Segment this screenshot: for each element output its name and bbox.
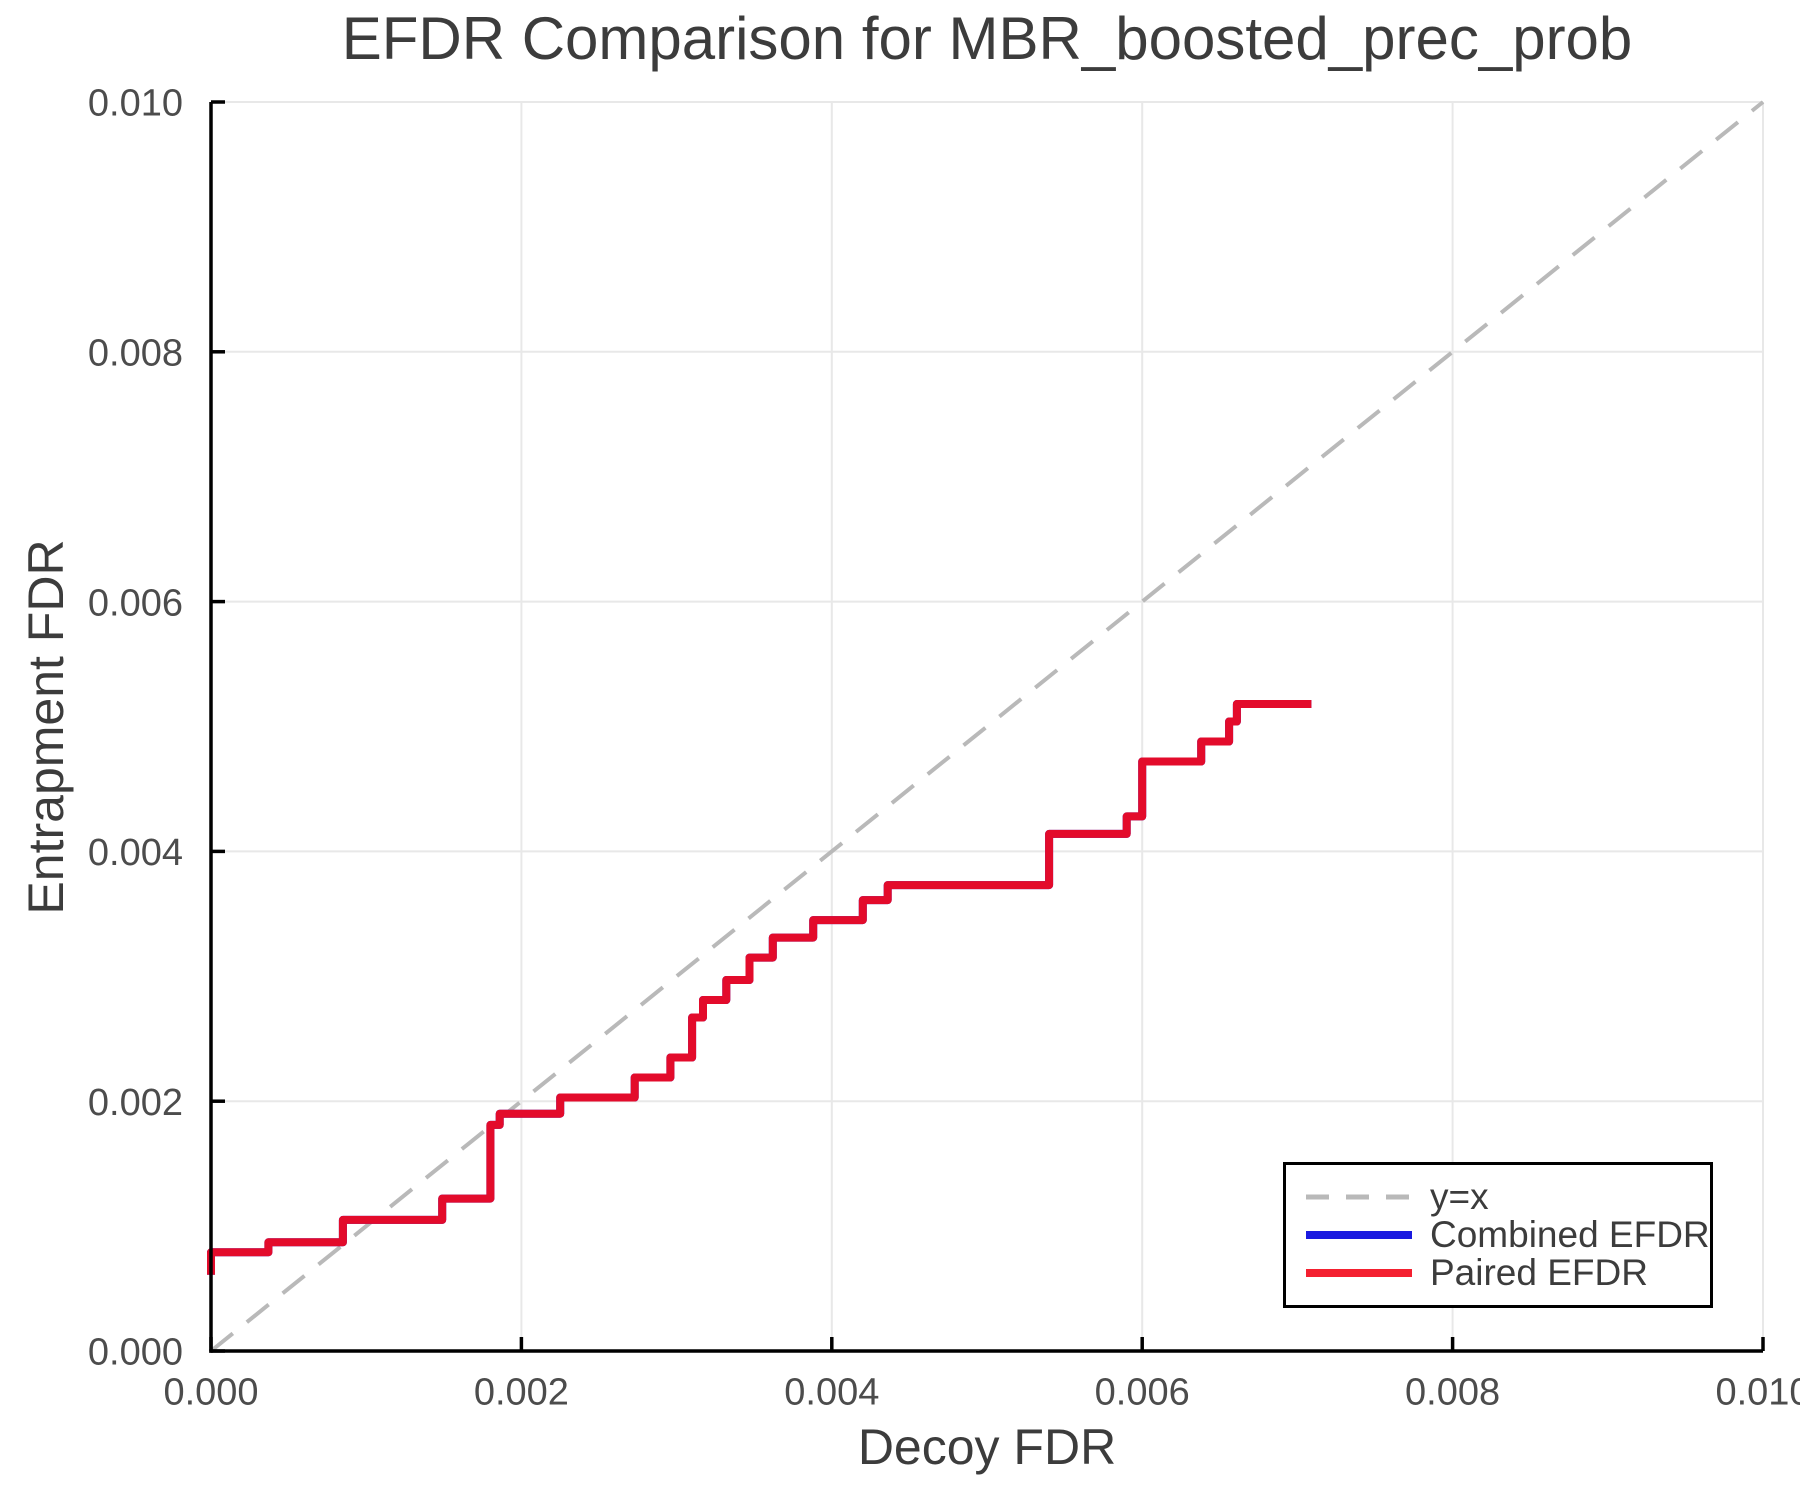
y-tick-label: 0.004 bbox=[88, 832, 183, 874]
y-tick-label: 0.002 bbox=[88, 1082, 183, 1124]
x-tick-label: 0.008 bbox=[1405, 1371, 1500, 1413]
legend-item: y=x bbox=[1304, 1178, 1710, 1216]
legend-item: Paired EFDR bbox=[1304, 1254, 1710, 1292]
series-y-x bbox=[209, 100, 1765, 1353]
y-tick-label: 0.006 bbox=[88, 582, 183, 624]
x-tick-label: 0.010 bbox=[1715, 1371, 1800, 1413]
legend-swatch-line bbox=[1306, 1194, 1412, 1200]
y-tick-label: 0.010 bbox=[88, 83, 183, 125]
x-tick-label: 0.006 bbox=[1095, 1371, 1190, 1413]
y-tick-label: 0.008 bbox=[88, 332, 183, 374]
legend-label: y=x bbox=[1430, 1176, 1489, 1217]
legend-label: Paired EFDR bbox=[1430, 1252, 1648, 1293]
series-combined-efdr bbox=[207, 700, 1312, 1275]
series-paired-efdr bbox=[207, 700, 1312, 1275]
legend: y=x Combined EFDR Paired EFDR bbox=[1283, 1162, 1713, 1308]
legend-item: Combined EFDR bbox=[1304, 1216, 1710, 1254]
legend-label: Combined EFDR bbox=[1430, 1214, 1710, 1255]
chart-title: EFDR Comparison for MBR_boosted_prec_pro… bbox=[341, 5, 1633, 72]
x-tick-label: 0.002 bbox=[474, 1371, 569, 1413]
y-tick-label: 0.000 bbox=[88, 1332, 183, 1374]
y-axis-label: Entrapment FDR bbox=[18, 539, 74, 915]
legend-swatch-line bbox=[1306, 1231, 1412, 1239]
legend-swatch-line bbox=[1306, 1269, 1412, 1277]
x-tick-label: 0.000 bbox=[163, 1371, 258, 1413]
x-axis-label: Decoy FDR bbox=[857, 1419, 1117, 1475]
x-tick-label: 0.004 bbox=[784, 1371, 879, 1413]
